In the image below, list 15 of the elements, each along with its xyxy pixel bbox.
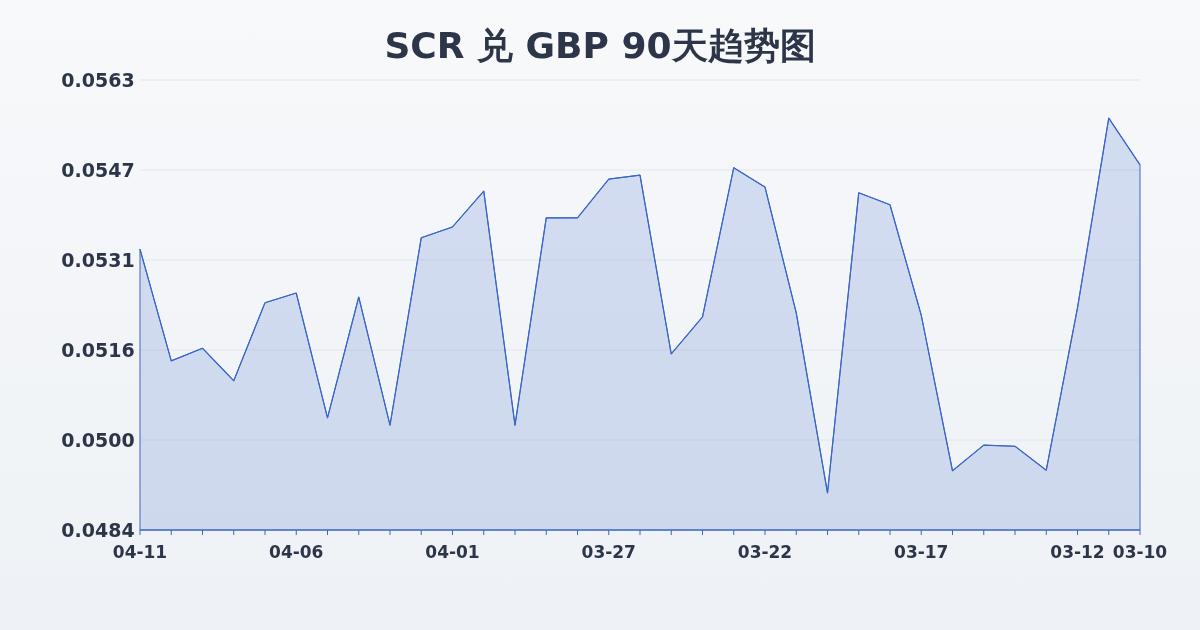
x-tick-label: 03-17 xyxy=(894,542,949,562)
y-tick-label: 0.0563 xyxy=(61,68,135,91)
y-tick-label: 0.0547 xyxy=(61,158,135,181)
x-tick-label: 03-12 xyxy=(1050,542,1105,562)
y-tick-label: 0.0531 xyxy=(61,248,135,271)
x-tick-label: 04-11 xyxy=(112,542,168,562)
y-tick-label: 0.0500 xyxy=(61,428,135,451)
x-tick-label: 04-06 xyxy=(269,542,324,562)
x-tick-label: 03-27 xyxy=(581,542,636,562)
x-tick-label: 03-10 xyxy=(1112,542,1168,562)
x-tick-label: 04-01 xyxy=(425,542,480,562)
y-tick-label: 0.0484 xyxy=(61,518,135,541)
chart-title: SCR 兑 GBP 90天趋势图 xyxy=(384,25,816,66)
x-tick-label: 03-22 xyxy=(737,542,793,562)
y-tick-label: 0.0516 xyxy=(61,338,135,361)
